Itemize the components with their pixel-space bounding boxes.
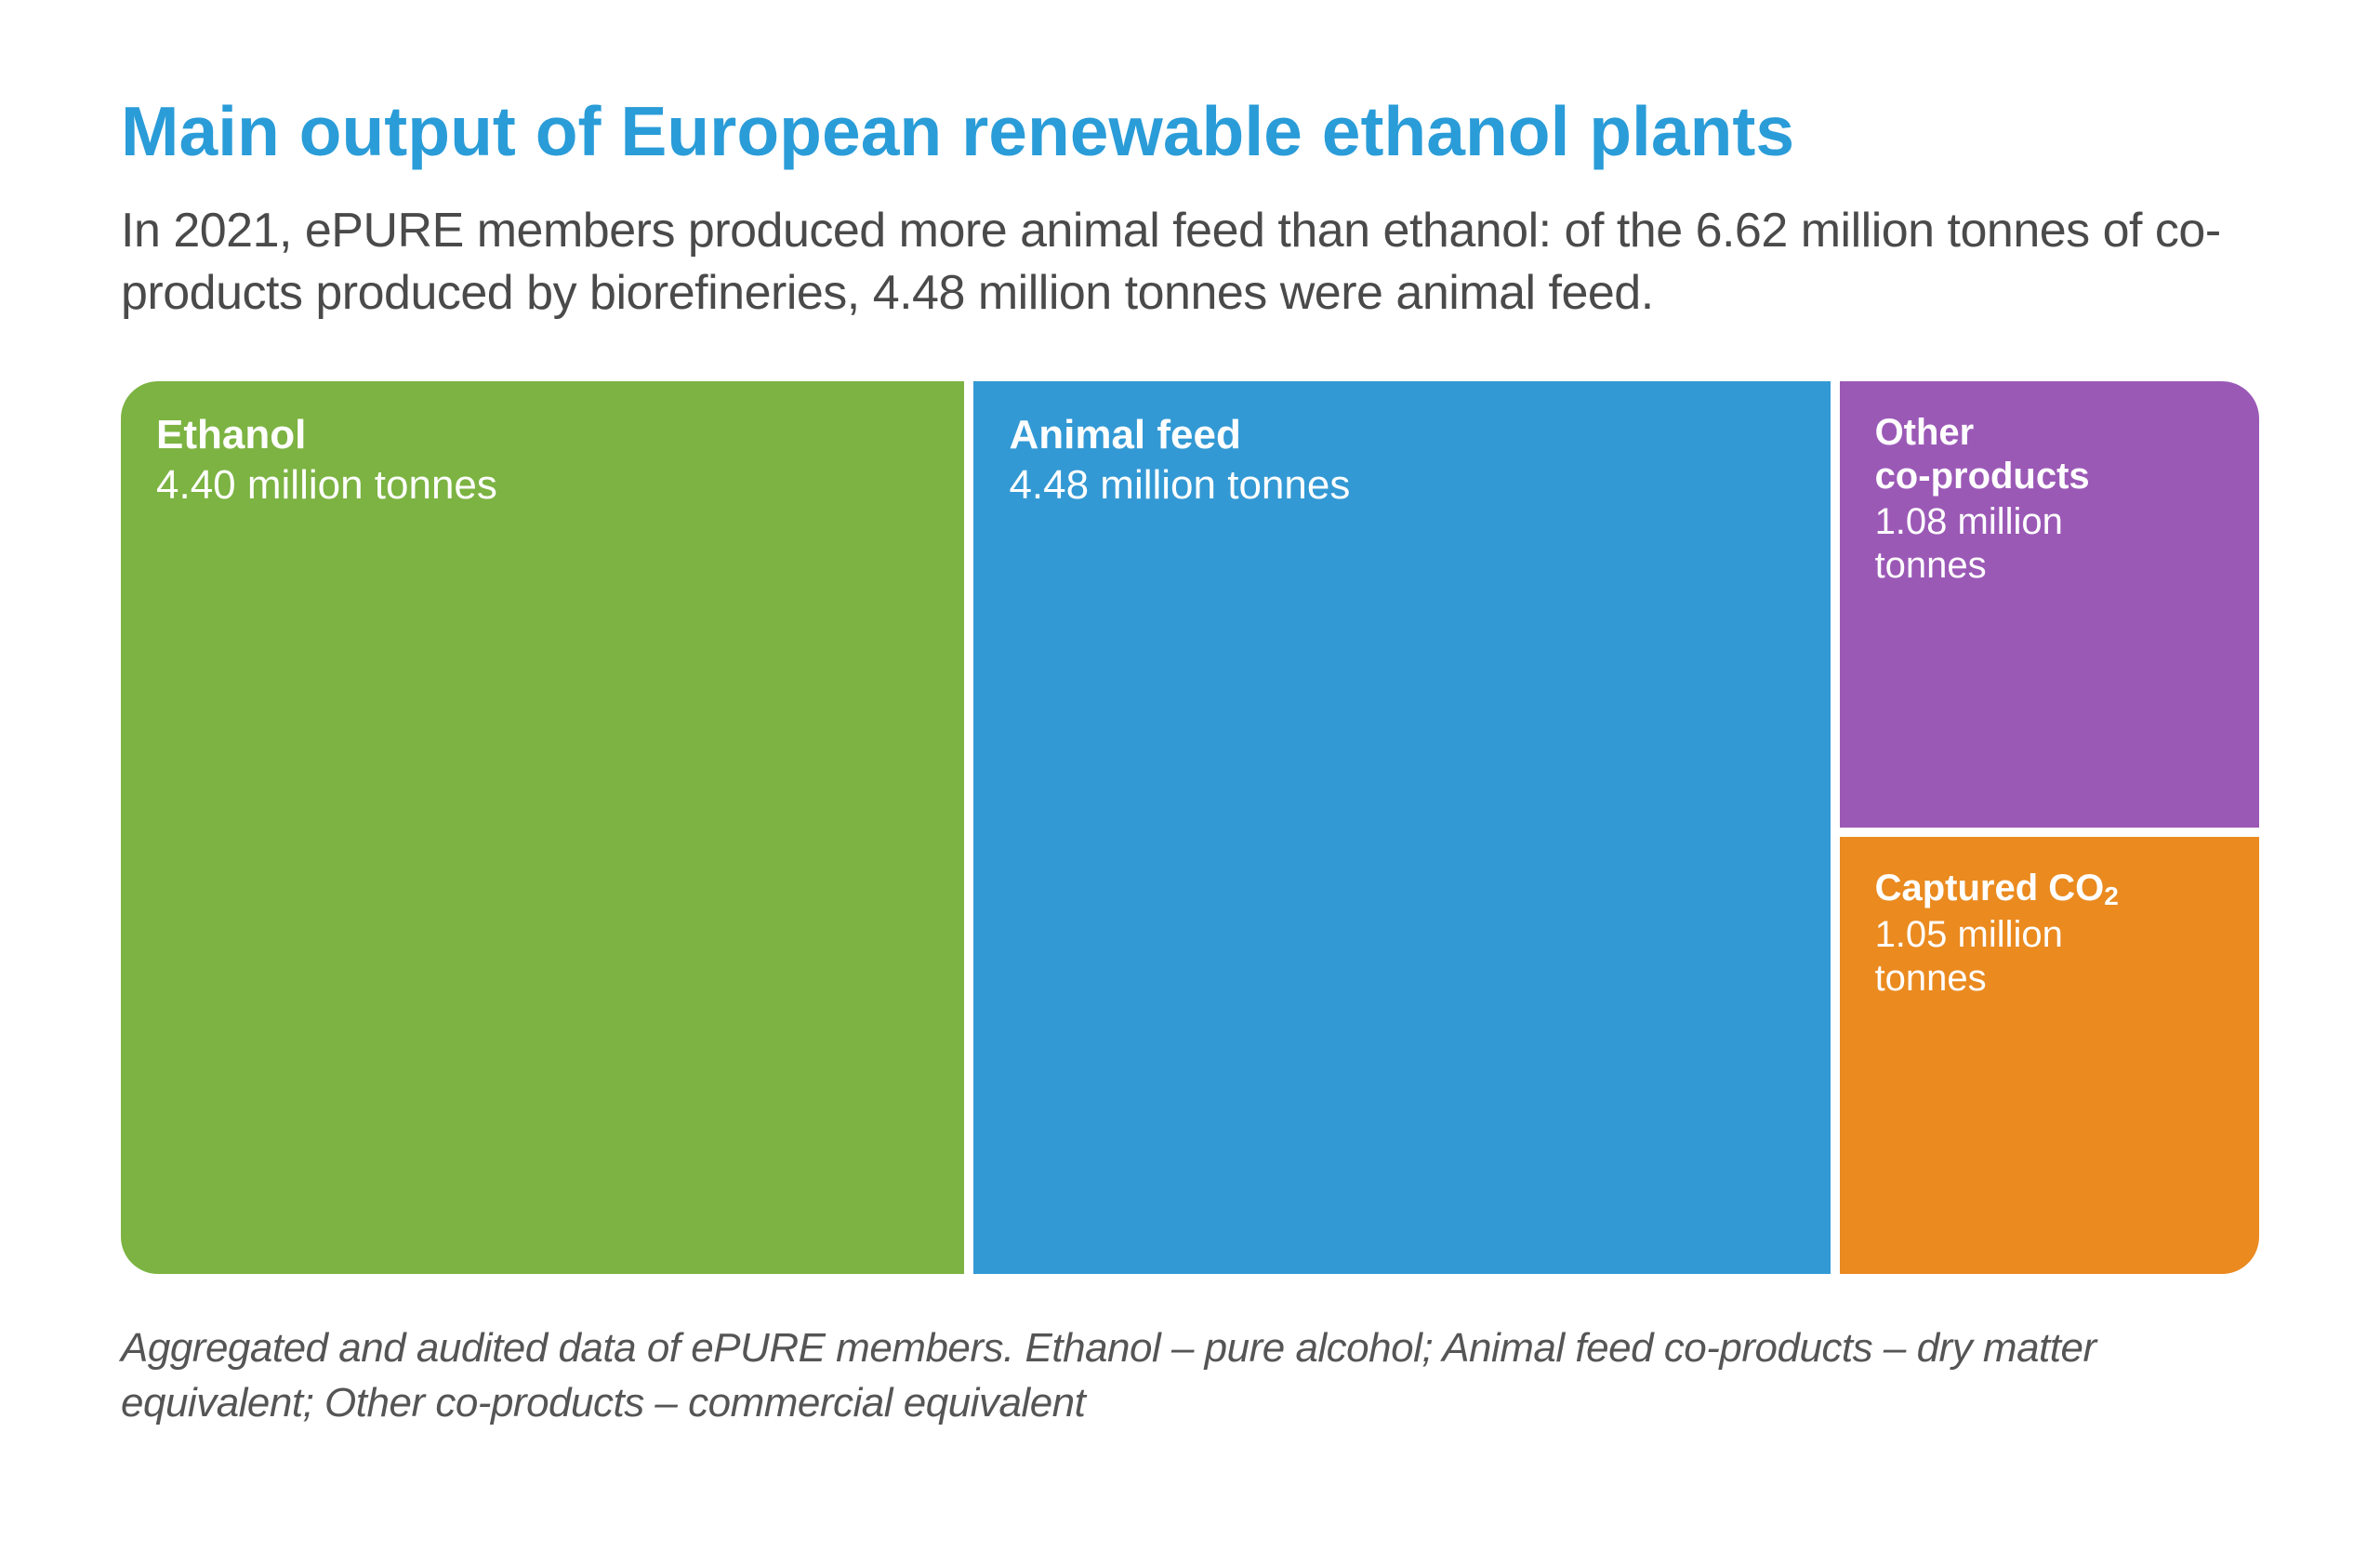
treemap-column: Otherco-products1.08 milliontonnesCaptur… xyxy=(1840,381,2259,1274)
treemap-chart: Ethanol4.40 million tonnesAnimal feed4.4… xyxy=(121,381,2259,1274)
treemap-cell-value: 4.40 million tonnes xyxy=(156,461,929,510)
treemap-cell-ethanol: Ethanol4.40 million tonnes xyxy=(121,381,964,1274)
treemap-cell-label: Captured CO2 xyxy=(1875,867,2224,910)
treemap-cell-value: 4.48 million tonnes xyxy=(1009,461,1794,510)
chart-subtitle: In 2021, ePURE members produced more ani… xyxy=(121,200,2259,325)
treemap-cell-other_coproducts: Otherco-products1.08 milliontonnes xyxy=(1840,381,2259,829)
treemap-cell-captured_co2: Captured CO21.05 milliontonnes xyxy=(1840,837,2259,1273)
treemap-column: Ethanol4.40 million tonnes xyxy=(121,381,964,1274)
treemap-cell-value: 1.08 milliontonnes xyxy=(1875,500,2224,588)
treemap-cell-animal_feed: Animal feed4.48 million tonnes xyxy=(973,381,1830,1274)
chart-footnote: Aggregated and audited data of ePURE mem… xyxy=(121,1320,2259,1431)
treemap-cell-label: Ethanol xyxy=(156,411,929,459)
chart-title: Main output of European renewable ethano… xyxy=(121,93,2259,170)
treemap-cell-label: Animal feed xyxy=(1009,411,1794,459)
treemap-column: Animal feed4.48 million tonnes xyxy=(973,381,1830,1274)
treemap-cell-label: Otherco-products xyxy=(1875,411,2224,498)
infographic-page: Main output of European renewable ethano… xyxy=(0,0,2380,1565)
treemap-cell-value: 1.05 milliontonnes xyxy=(1875,913,2224,1001)
